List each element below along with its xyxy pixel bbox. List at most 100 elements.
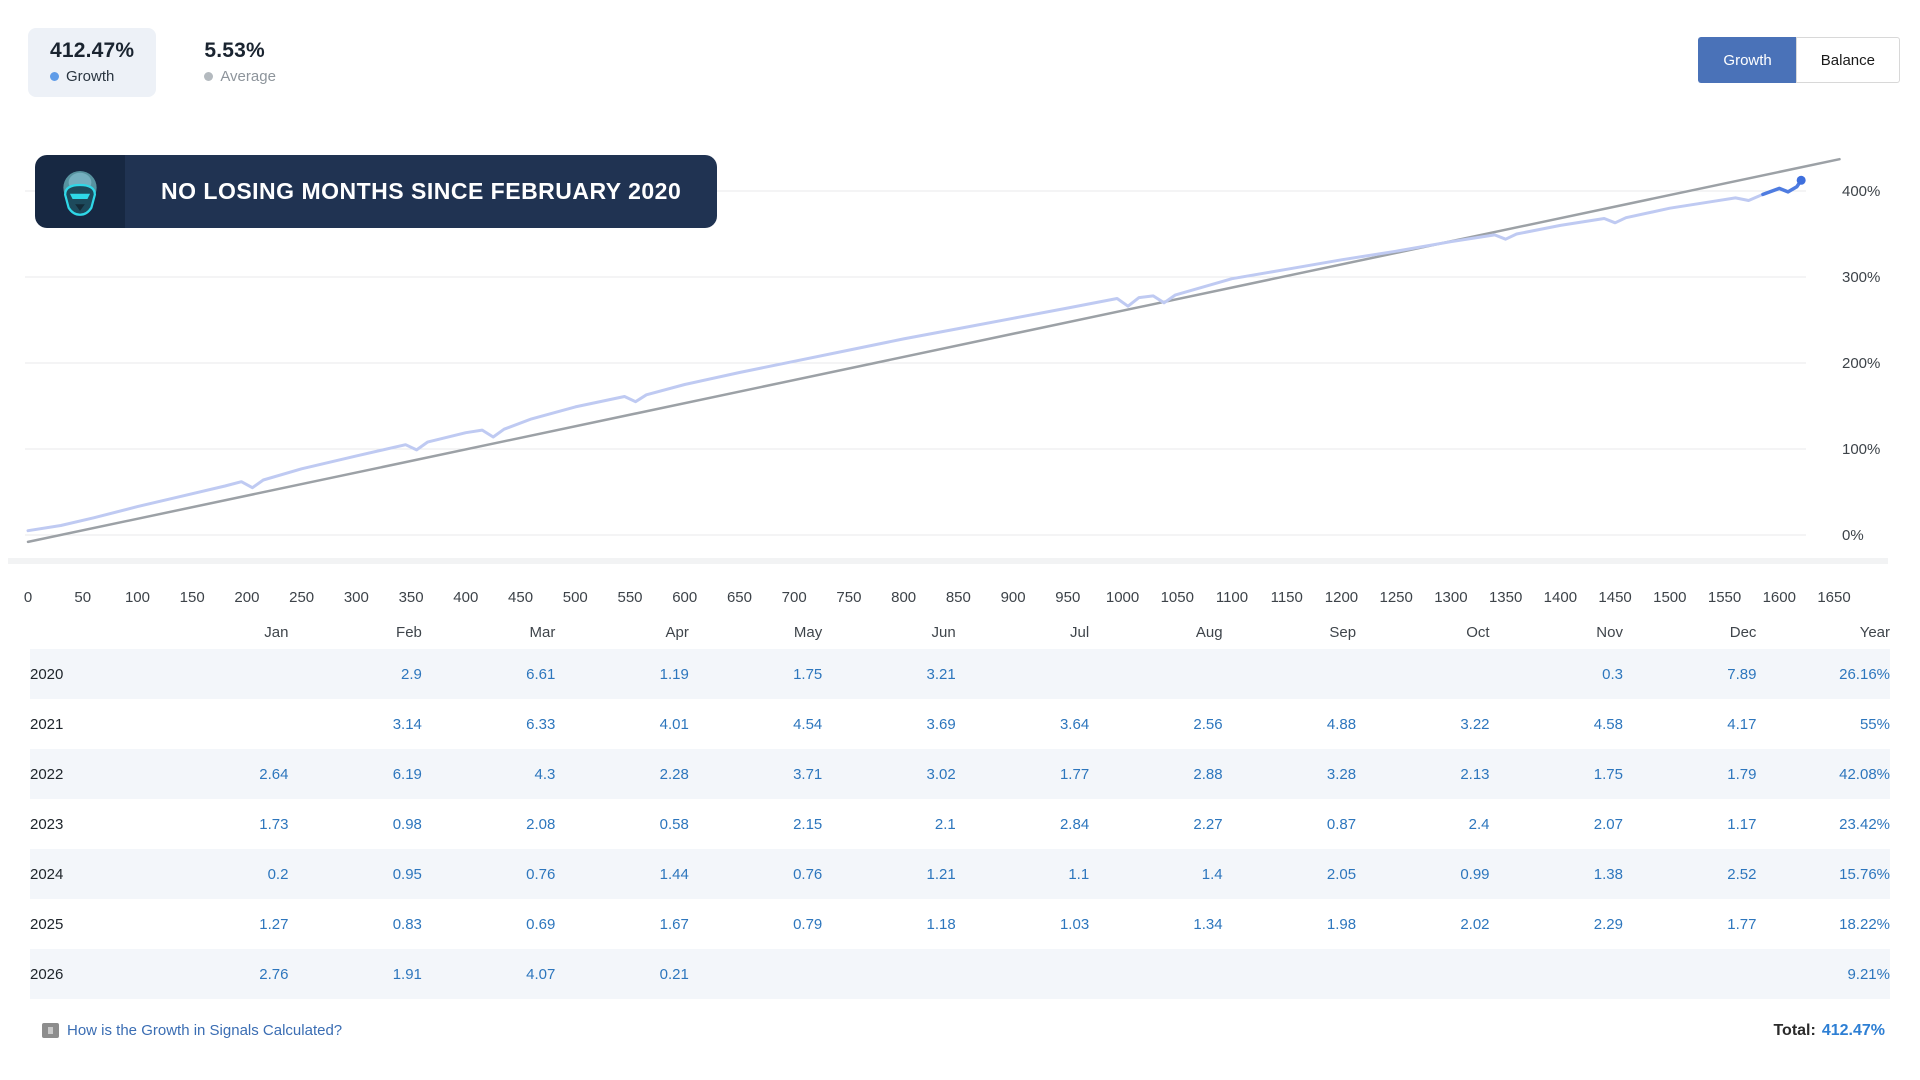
month-growth-cell: 2.08	[526, 815, 556, 833]
month-growth-cell: 2.56	[1193, 715, 1223, 733]
average-label: Average	[220, 68, 276, 85]
month-growth-cell	[1089, 949, 1222, 999]
month-growth-cell: 1.4	[1201, 865, 1223, 883]
x-axis-label: 150	[180, 589, 205, 606]
month-growth-cell: 3.71	[793, 765, 823, 783]
month-growth-cell	[155, 649, 288, 699]
month-growth-cell: 2.13	[1460, 765, 1490, 783]
month-growth-cell: 0.2	[267, 865, 289, 883]
month-growth-cell: 2.64	[259, 765, 289, 783]
month-header: Feb	[396, 623, 422, 641]
month-header: Mar	[529, 623, 556, 641]
month-header: Nov	[1596, 623, 1623, 641]
month-growth-cell: 2.84	[1059, 815, 1090, 833]
growth-stat[interactable]: 412.47% Growth	[28, 28, 157, 97]
month-growth-cell: 2.07	[1593, 815, 1623, 833]
month-growth-cell: 3.21	[926, 665, 956, 683]
month-growth-cell	[822, 949, 955, 999]
month-growth-cell: 4.07	[526, 965, 556, 983]
table-row: 2022 2.64 6.19 4.3 2.28 3.71 3.02 1.77 2.88 3.28 2…	[30, 749, 1890, 799]
series-growth	[26, 178, 1803, 533]
series-growth-tip	[1761, 178, 1803, 197]
month-growth-cell: 1.17	[1727, 815, 1757, 833]
month-growth-cell: 1.75	[1593, 765, 1623, 783]
month-growth-cell: 0.21	[659, 965, 689, 983]
x-axis-label: 400	[453, 589, 478, 606]
month-growth-cell: 6.19	[392, 765, 422, 783]
row-year-label: 2020	[30, 665, 64, 683]
table-header-row: Jan Feb Mar Apr May Jun Jul Aug Sep Oct Nov Dec Year	[30, 615, 1890, 649]
x-axis-label: 1250	[1380, 589, 1413, 606]
x-axis-label: 1500	[1653, 589, 1686, 606]
month-growth-cell: 1.1	[1068, 865, 1090, 883]
month-header: Jan	[264, 623, 289, 641]
month-growth-cell	[1490, 949, 1623, 999]
series-trend	[26, 157, 1841, 544]
month-growth-cell: 1.44	[659, 865, 689, 883]
table-row: 2021 3.14 6.33 4.01 4.54 3.69 3.64 2.56 4.88 3.22…	[30, 699, 1890, 749]
year-total-cell: 9.21%	[1847, 965, 1890, 983]
month-growth-cell: 1.77	[1059, 765, 1090, 783]
row-year-label: 2024	[30, 865, 64, 883]
month-growth-cell: 2.4	[1468, 815, 1490, 833]
month-growth-cell: 6.33	[526, 715, 556, 733]
tab-balance[interactable]: Balance	[1795, 37, 1900, 83]
x-axis-label: 1600	[1763, 589, 1796, 606]
y-axis-label: 300%	[1842, 269, 1880, 286]
banner-text: NO LOSING MONTHS SINCE FEBRUARY 2020	[125, 155, 718, 228]
growth-dot-icon	[50, 72, 59, 81]
growth-value: 412.47%	[50, 39, 135, 62]
month-header: Aug	[1195, 623, 1223, 641]
month-growth-cell: 0.79	[793, 915, 823, 933]
growth-label: Growth	[66, 68, 115, 85]
growth-end-marker	[1796, 175, 1806, 185]
row-year-label: 2022	[30, 765, 64, 783]
growth-help-link[interactable]: How is the Growth in Signals Calculated?	[42, 1022, 342, 1039]
month-header: Jun	[931, 623, 956, 641]
month-growth-cell: 1.27	[259, 915, 289, 933]
x-axis-label: 700	[782, 589, 807, 606]
month-growth-cell: 2.28	[659, 765, 689, 783]
x-axis-label: 950	[1055, 589, 1080, 606]
month-growth-cell: 0.99	[1460, 865, 1490, 883]
y-axis-label: 400%	[1842, 183, 1880, 200]
month-growth-cell	[155, 699, 288, 749]
month-growth-cell: 1.98	[1326, 915, 1357, 933]
x-axis-label: 1150	[1271, 589, 1303, 606]
month-growth-cell: 2.27	[1193, 815, 1223, 833]
x-axis-label: 500	[563, 589, 588, 606]
month-growth-cell: 2.88	[1193, 765, 1223, 783]
month-growth-cell	[689, 949, 822, 999]
month-growth-cell	[956, 949, 1089, 999]
year-total-cell: 15.76%	[1839, 865, 1890, 883]
month-growth-cell: 1.75	[793, 665, 823, 683]
x-axis-label: 1100	[1216, 589, 1248, 606]
year-total-cell: 23.42%	[1839, 815, 1890, 833]
year-total-cell: 42.08%	[1839, 765, 1890, 783]
month-growth-cell: 1.34	[1193, 915, 1223, 933]
average-stat[interactable]: 5.53% Average	[182, 28, 298, 97]
growth-chart[interactable]: 0% 100% 200% 300% 400% 0 50 100 150 200 250 300 350 4…	[0, 105, 1920, 610]
table-row: 2024 0.2 0.95 0.76 1.44 0.76 1.21 1.1 1.4 2.05 0.9…	[30, 849, 1890, 899]
average-dot-icon	[204, 72, 214, 81]
x-axis-label: 800	[891, 589, 916, 606]
month-growth-cell: 1.67	[659, 915, 689, 933]
month-growth-cell: 0.95	[392, 865, 422, 883]
month-growth-cell	[1089, 649, 1222, 699]
x-axis-label: 1050	[1161, 589, 1194, 606]
month-growth-cell: 1.21	[926, 865, 956, 883]
year-total-cell: 26.16%	[1839, 665, 1890, 683]
x-axis-label: 1550	[1708, 589, 1741, 606]
month-growth-cell: 2.9	[401, 665, 422, 683]
month-growth-cell: 3.02	[926, 765, 956, 783]
month-growth-cell: 2.1	[934, 815, 956, 833]
month-growth-cell: 4.17	[1727, 715, 1757, 733]
month-growth-cell: 6.61	[526, 665, 556, 683]
month-growth-cell: 2.52	[1727, 865, 1757, 883]
tab-growth[interactable]: Growth	[1698, 37, 1796, 83]
x-axis-label: 650	[727, 589, 752, 606]
chart-scrollbar-track[interactable]	[8, 558, 1888, 564]
year-total-cell: 55%	[1859, 715, 1890, 733]
month-growth-cell: 1.03	[1059, 915, 1090, 933]
x-axis-label: 200	[234, 589, 259, 606]
